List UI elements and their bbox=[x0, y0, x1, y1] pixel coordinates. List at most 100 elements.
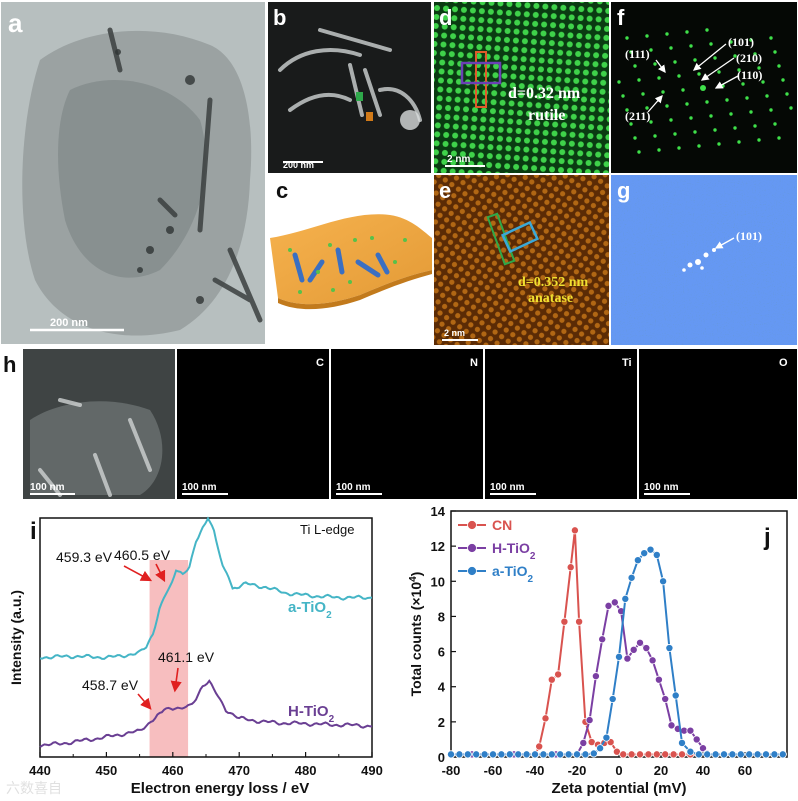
data-point-H-TiO2 bbox=[648, 656, 657, 665]
data-point-H-TiO2 bbox=[636, 638, 645, 647]
data-point-a-TiO2 bbox=[753, 750, 762, 759]
fft-spot bbox=[633, 136, 637, 140]
data-point-a-TiO2 bbox=[762, 750, 771, 759]
fft-spot bbox=[621, 94, 625, 98]
panel-h: h 100 nm C 100 nm N 100 nm Ti 100 nm bbox=[3, 349, 797, 499]
highlight-band bbox=[149, 560, 189, 757]
data-point-CN bbox=[575, 617, 584, 626]
data-point-H-TiO2 bbox=[623, 654, 632, 663]
data-point-CN bbox=[554, 670, 563, 679]
legend-label-CN: CN bbox=[492, 517, 512, 533]
fft-spot bbox=[673, 60, 677, 64]
fft-spot bbox=[645, 106, 649, 110]
data-point-a-TiO2 bbox=[514, 750, 523, 759]
fft-spot bbox=[745, 96, 749, 100]
fft-spot bbox=[725, 98, 729, 102]
data-point-a-TiO2 bbox=[488, 750, 497, 759]
fft-spot bbox=[705, 28, 709, 32]
chart-j: j -80 -60 -40 -20 0 20 40 60 0 2 4 6 8 10 12 14 Zeta pot… bbox=[408, 504, 788, 797]
fft-spot bbox=[749, 110, 753, 114]
fft-spot bbox=[765, 94, 769, 98]
data-point-CN bbox=[566, 563, 575, 572]
fft-spot bbox=[729, 40, 733, 44]
data-point-a-TiO2 bbox=[556, 750, 565, 759]
data-point-a-TiO2 bbox=[627, 573, 636, 582]
fft-spot bbox=[633, 64, 637, 68]
data-point-CN bbox=[678, 750, 687, 759]
x-tick-label: -80 bbox=[442, 763, 461, 778]
fft-spot bbox=[733, 126, 737, 130]
y-tick-label: 2 bbox=[438, 715, 445, 730]
fft-spot bbox=[629, 50, 633, 54]
data-point-H-TiO2 bbox=[686, 726, 695, 735]
panel-i-label: i bbox=[30, 518, 37, 545]
panel-g: g (101) bbox=[611, 175, 797, 345]
fft-spot bbox=[641, 92, 645, 96]
data-point-a-TiO2 bbox=[564, 750, 573, 759]
panel-d-annotation-1: d=0.32 nm bbox=[508, 85, 581, 102]
y-axis-label: Intensity (a.u.) bbox=[8, 590, 24, 685]
x-tick-label: 460 bbox=[162, 763, 184, 778]
data-point-a-TiO2 bbox=[531, 750, 540, 759]
fft-spot bbox=[669, 118, 673, 122]
data-point-a-TiO2 bbox=[573, 750, 582, 759]
fft-spot bbox=[661, 90, 665, 94]
panel-e-scale: 2 nm bbox=[444, 328, 465, 338]
fft-spot bbox=[697, 144, 701, 148]
panel-h-scale-4: 100 nm bbox=[644, 482, 679, 493]
x-tick-label: 40 bbox=[696, 763, 710, 778]
fft-spot bbox=[665, 104, 669, 108]
panel-h-scale-1: 100 nm bbox=[182, 482, 217, 493]
fft-spot bbox=[617, 80, 621, 84]
data-point-CN bbox=[652, 750, 661, 759]
data-point-a-TiO2 bbox=[703, 750, 712, 759]
panel-b: b 200 nm bbox=[268, 2, 431, 173]
annotation-label: 460.5 eV bbox=[114, 547, 171, 563]
data-point-a-TiO2 bbox=[472, 750, 481, 759]
data-point-CN bbox=[560, 617, 569, 626]
data-point-a-TiO2 bbox=[640, 549, 649, 558]
fft-spot bbox=[737, 140, 741, 144]
map-C-label: C bbox=[316, 357, 324, 369]
data-point-CN bbox=[644, 750, 653, 759]
data-point-a-TiO2 bbox=[633, 556, 642, 565]
data-point-H-TiO2 bbox=[654, 675, 663, 684]
panel-a-scale: 200 nm bbox=[50, 317, 88, 329]
fft-spot bbox=[677, 74, 681, 78]
fft-spot bbox=[689, 44, 693, 48]
fft-spot bbox=[737, 68, 741, 72]
map-C: C 100 nm bbox=[177, 349, 329, 499]
data-point-a-TiO2 bbox=[621, 594, 630, 603]
fft-spot bbox=[729, 112, 733, 116]
x-tick-label: 490 bbox=[361, 763, 383, 778]
map-O-label: O bbox=[779, 357, 788, 369]
annotation-label: 461.1 eV bbox=[158, 649, 215, 665]
fft-spot bbox=[700, 85, 706, 91]
panel-e-label: e bbox=[439, 178, 451, 203]
data-point-CN bbox=[661, 750, 670, 759]
panel-f-spot-110: (110) bbox=[737, 68, 762, 82]
fft-spot bbox=[733, 54, 737, 58]
fft-spot bbox=[637, 78, 641, 82]
panel-e-annotation-1: d=0.352 nm bbox=[518, 275, 589, 290]
fft-spot bbox=[757, 66, 761, 70]
fft-spot bbox=[681, 88, 685, 92]
data-point-H-TiO2 bbox=[661, 695, 670, 704]
fft-spot bbox=[637, 150, 641, 154]
fft-spot bbox=[757, 138, 761, 142]
data-point-a-TiO2 bbox=[659, 577, 668, 586]
series-line-a-TiO2 bbox=[451, 548, 783, 756]
fft-spot bbox=[777, 136, 781, 140]
fft-spot bbox=[697, 72, 701, 76]
fft-spot bbox=[753, 124, 757, 128]
x-tick-label: 470 bbox=[228, 763, 250, 778]
data-point-CN bbox=[535, 742, 544, 751]
panel-c-label: c bbox=[276, 178, 288, 203]
data-point-H-TiO2 bbox=[642, 644, 651, 653]
x-axis-label: Zeta potential (mV) bbox=[551, 780, 686, 797]
fft-spot bbox=[741, 82, 745, 86]
fft-spot bbox=[653, 134, 657, 138]
data-point-a-TiO2 bbox=[455, 750, 464, 759]
data-point-a-TiO2 bbox=[539, 750, 548, 759]
annotation-label: 459.3 eV bbox=[56, 549, 113, 565]
